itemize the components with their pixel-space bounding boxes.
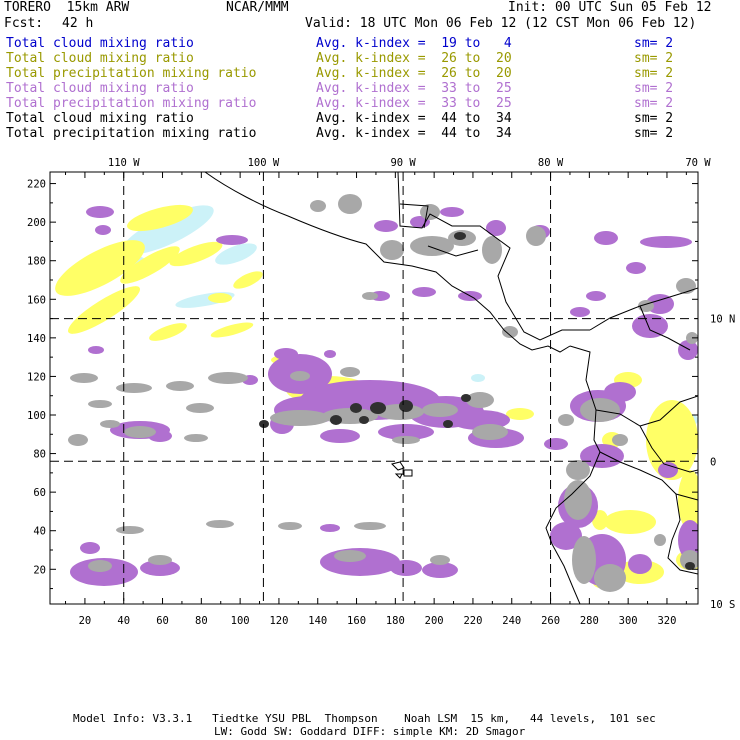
legend-sm-6: sm= 2 <box>634 126 674 141</box>
x-tick-label-100: 100 <box>231 615 250 627</box>
lon-label-4: 70 W <box>685 157 711 169</box>
footer-physics: LW: Godd SW: Goddard DIFF: simple KM: 2D… <box>214 725 526 738</box>
legend-field-5: Total cloud mixing ratio <box>6 111 194 126</box>
y-tick-label-60: 60 <box>33 487 46 499</box>
lat-label-2: 10 S <box>710 599 735 611</box>
y-tick-label-20: 20 <box>33 564 46 576</box>
legend-sm-5: sm= 2 <box>634 111 674 126</box>
lat-label-0: 10 N <box>710 314 735 326</box>
y-tick-label-120: 120 <box>27 371 46 383</box>
legend-field-2: Total precipitation mixing ratio <box>6 66 257 81</box>
x-tick-label-220: 220 <box>463 615 482 627</box>
x-tick-label-300: 300 <box>619 615 638 627</box>
legend-kindex-1: Avg. k-index = 26 to 20 <box>316 51 512 66</box>
legend-kindex-2: Avg. k-index = 26 to 20 <box>316 66 512 81</box>
legend-kindex-6: Avg. k-index = 44 to 34 <box>316 126 512 141</box>
x-tick-label-60: 60 <box>156 615 169 627</box>
lat-label-1: 0 <box>710 456 716 468</box>
lon-label-2: 90 W <box>390 157 416 169</box>
forecast-hours: 42 h <box>62 16 94 31</box>
x-tick-label-40: 40 <box>117 615 130 627</box>
x-tick-label-180: 180 <box>386 615 405 627</box>
legend-field-6: Total precipitation mixing ratio <box>6 126 257 141</box>
legend-field-0: Total cloud mixing ratio <box>6 36 194 51</box>
axis-labels: 20 40 60 80 100 120 140 160 180 200 220 240 260 280 30… <box>27 157 735 627</box>
x-tick-label-280: 280 <box>580 615 599 627</box>
forecast-label: Fcst: <box>4 16 44 31</box>
lon-label-0: 110 W <box>108 157 140 169</box>
plot-frame <box>49 171 699 605</box>
model-title: TORERO 15km ARW <box>4 0 130 15</box>
valid-time: Valid: 18 UTC Mon 06 Feb 12 (12 CST Mon … <box>305 16 697 31</box>
x-tick-label-320: 320 <box>657 615 676 627</box>
cloud-layers <box>55 194 698 592</box>
org-label: NCAR/MMM <box>226 0 289 15</box>
legend-kindex-4: Avg. k-index = 33 to 25 <box>316 96 512 111</box>
x-tick-label-120: 120 <box>269 615 288 627</box>
x-tick-label-80: 80 <box>195 615 208 627</box>
x-tick-label-240: 240 <box>502 615 521 627</box>
legend-field-3: Total cloud mixing ratio <box>6 81 194 96</box>
dark-cloud-layer <box>259 232 695 570</box>
lon-label-1: 100 W <box>248 157 280 169</box>
legend-sm-4: sm= 2 <box>634 96 674 111</box>
y-tick-label-100: 100 <box>27 410 46 422</box>
y-tick-label-140: 140 <box>27 333 46 345</box>
y-tick-label-80: 80 <box>33 449 46 461</box>
x-tick-label-140: 140 <box>308 615 327 627</box>
legend-sm-1: sm= 2 <box>634 51 674 66</box>
legend-sm-2: sm= 2 <box>634 66 674 81</box>
legend-field-1: Total cloud mixing ratio <box>6 51 194 66</box>
legend-sm-0: sm= 2 <box>634 36 674 51</box>
y-tick-label-200: 200 <box>27 217 46 229</box>
y-tick-label-180: 180 <box>27 256 46 268</box>
x-tick-label-160: 160 <box>347 615 366 627</box>
weather-map: 20 40 60 80 100 120 140 160 180 200 220 240 260 280 30… <box>27 157 735 627</box>
legend-field-4: Total precipitation mixing ratio <box>6 96 257 111</box>
legend-kindex-5: Avg. k-index = 44 to 34 <box>316 111 512 126</box>
x-tick-label-260: 260 <box>541 615 560 627</box>
legend-kindex-3: Avg. k-index = 33 to 25 <box>316 81 512 96</box>
coastlines <box>204 172 698 604</box>
x-tick-label-200: 200 <box>425 615 444 627</box>
y-tick-label-40: 40 <box>33 526 46 538</box>
lat-lon-grid <box>50 172 698 604</box>
y-tick-label-220: 220 <box>27 179 46 191</box>
lon-label-3: 80 W <box>538 157 564 169</box>
footer-model-info: Model Info: V3.3.1 Tiedtke YSU PBL Thomp… <box>73 712 656 725</box>
y-tick-label-160: 160 <box>27 294 46 306</box>
init-time: Init: 00 UTC Sun 05 Feb 12 <box>508 0 712 15</box>
legend-sm-3: sm= 2 <box>634 81 674 96</box>
x-tick-label-20: 20 <box>79 615 92 627</box>
legend-kindex-0: Avg. k-index = 19 to 4 <box>316 36 512 51</box>
axis-ticks <box>50 172 698 604</box>
